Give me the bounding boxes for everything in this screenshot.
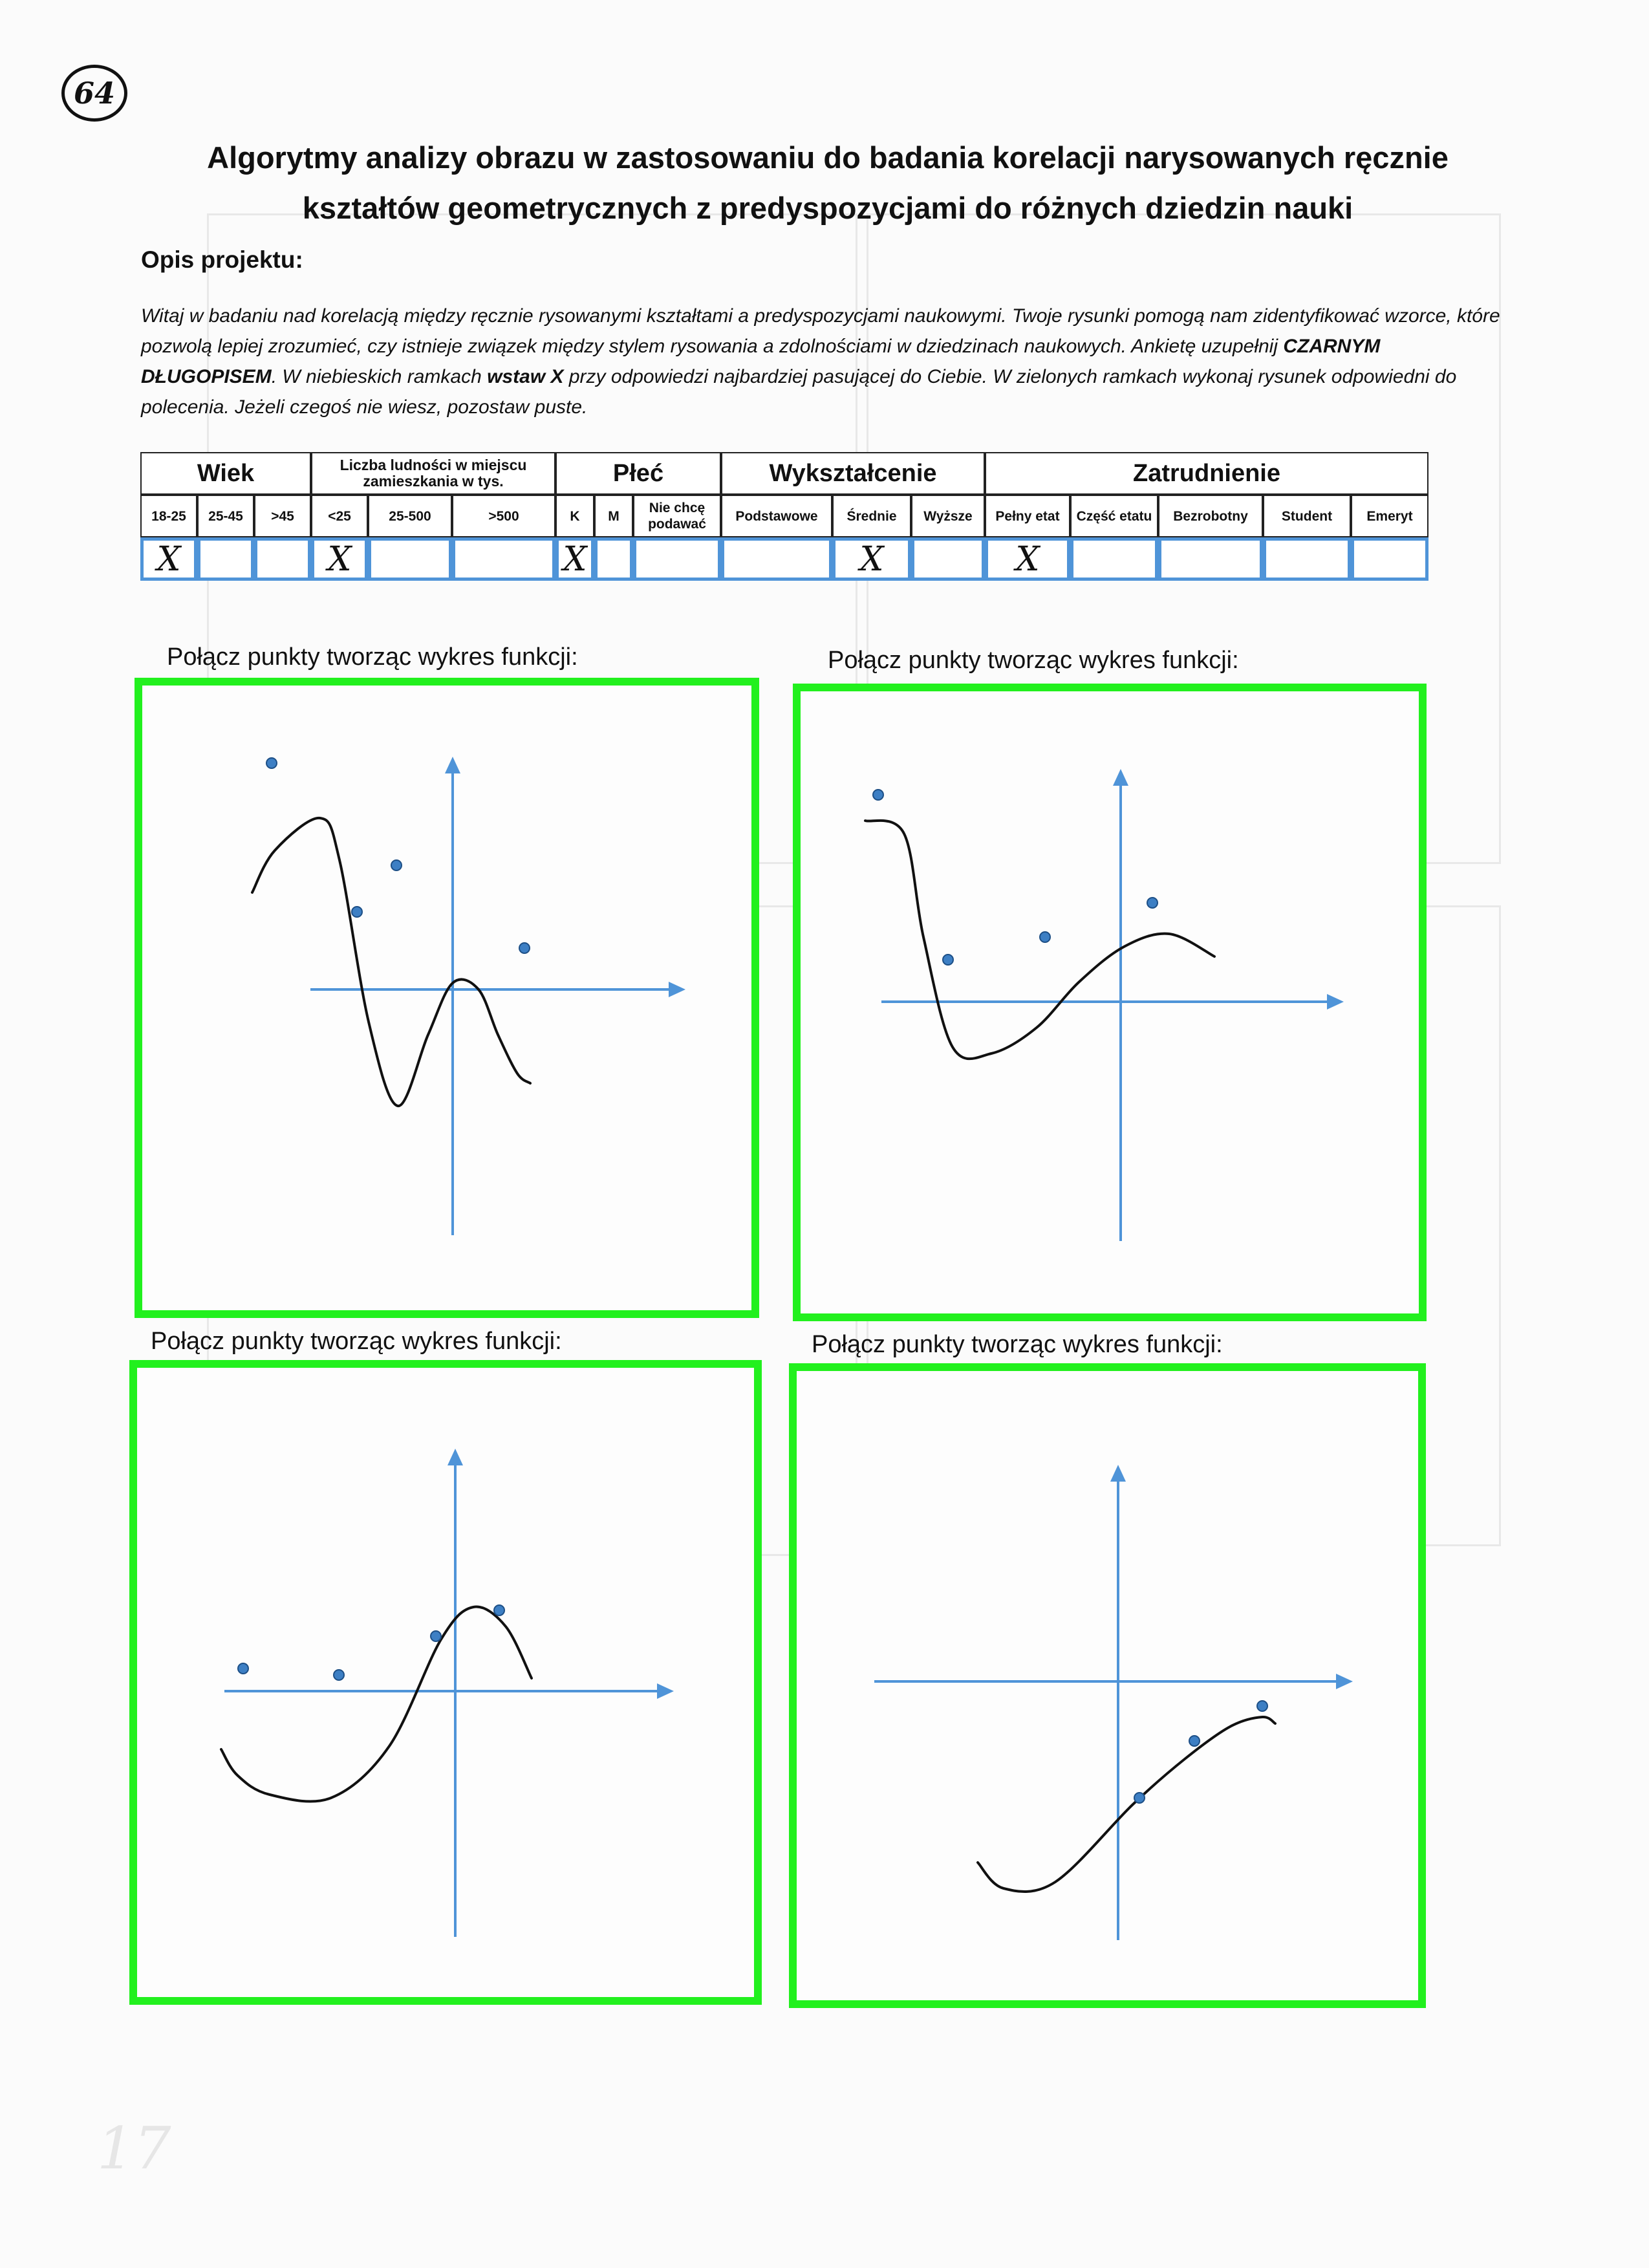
x-axis-arrow xyxy=(657,1683,674,1699)
description-bold-x: wstaw X xyxy=(487,366,564,387)
header-plec: Płeć xyxy=(555,452,721,495)
description-text-2: . W niebieskich ramkach xyxy=(271,366,488,387)
data-point xyxy=(351,906,363,918)
page-number-text: 64 xyxy=(73,76,115,111)
data-point xyxy=(1256,1700,1268,1712)
answer-pop-under-25[interactable]: X xyxy=(311,537,368,581)
section-label: Opis projektu: xyxy=(141,246,303,273)
answer-sex-m[interactable] xyxy=(594,537,633,581)
header-zatrudnienie: Zatrudnienie xyxy=(985,452,1428,495)
prompt-bottom-left: Połącz punkty tworząc wykres funkcji: xyxy=(151,1328,562,1355)
data-point xyxy=(942,954,954,966)
option-job-unemployed: Bezrobotny xyxy=(1158,495,1263,537)
answer-age-18-25[interactable]: X xyxy=(140,537,197,581)
answer-job-fulltime[interactable]: X xyxy=(985,537,1070,581)
prompt-bottom-right: Połącz punkty tworząc wykres funkcji: xyxy=(812,1331,1223,1358)
data-point xyxy=(1134,1792,1145,1804)
data-point xyxy=(1039,931,1051,943)
option-pop-over-500: >500 xyxy=(452,495,555,537)
answer-job-unemployed[interactable] xyxy=(1158,537,1263,581)
answer-age-45-plus[interactable] xyxy=(254,537,311,581)
faint-page-number: 17 xyxy=(97,2115,171,2183)
answer-job-retired[interactable] xyxy=(1351,537,1428,581)
prompt-top-right: Połącz punkty tworząc wykres funkcji: xyxy=(828,647,1239,674)
answer-edu-higher[interactable] xyxy=(911,537,985,581)
x-axis-arrow xyxy=(1327,994,1344,1010)
drawing-panel-top-left[interactable] xyxy=(135,678,759,1318)
data-point xyxy=(266,757,277,769)
data-point xyxy=(237,1663,249,1674)
description-text-1: Witaj w badaniu nad korelacją między ręc… xyxy=(141,305,1500,357)
option-age-45-plus: >45 xyxy=(254,495,311,537)
answer-pop-over-500[interactable] xyxy=(452,537,555,581)
description-bold-pen: CZARNYM DŁUGOPISEM xyxy=(141,336,1381,387)
answer-pop-25-500[interactable] xyxy=(368,537,452,581)
header-wyksztalcenie: Wykształcenie xyxy=(721,452,985,495)
project-description: Witaj w badaniu nad korelacją między ręc… xyxy=(141,301,1518,422)
y-axis-arrow xyxy=(1113,769,1128,786)
page-number-badge: 64 xyxy=(61,65,127,122)
answer-sex-k[interactable]: X xyxy=(555,537,594,581)
option-job-fulltime: Pełny etat xyxy=(985,495,1070,537)
y-axis-arrow xyxy=(445,757,460,773)
title-line-1: Algorytmy analizy obrazu w zastosowaniu … xyxy=(207,140,1449,175)
data-point xyxy=(493,1604,505,1616)
function-plot-top-left[interactable] xyxy=(142,686,751,1310)
option-edu-secondary: Średnie xyxy=(832,495,911,537)
answer-sex-undisclosed[interactable] xyxy=(633,537,721,581)
data-point xyxy=(333,1669,345,1681)
drawing-panel-bottom-left[interactable] xyxy=(129,1360,762,2005)
hand-drawn-curve xyxy=(976,1715,1277,1893)
option-sex-m: M xyxy=(594,495,633,537)
answer-age-25-45[interactable] xyxy=(197,537,254,581)
hand-drawn-curve xyxy=(251,816,532,1107)
data-point xyxy=(519,942,530,954)
title-line-2: kształtów geometrycznych z predyspozycja… xyxy=(302,191,1353,225)
demographics-table: Wiek Liczba ludności w miejscu zamieszka… xyxy=(140,452,1428,581)
hand-drawn-curve xyxy=(220,1605,533,1803)
answer-edu-secondary[interactable]: X xyxy=(832,537,911,581)
x-axis-arrow xyxy=(669,982,685,997)
y-axis-arrow xyxy=(447,1449,463,1465)
data-point xyxy=(391,859,402,871)
option-age-25-45: 25-45 xyxy=(197,495,254,537)
page-title: Algorytmy analizy obrazu w zastosowaniu … xyxy=(116,133,1539,233)
drawing-panel-top-right[interactable] xyxy=(793,684,1427,1321)
prompt-top-left: Połącz punkty tworząc wykres funkcji: xyxy=(167,643,578,671)
answer-job-parttime[interactable] xyxy=(1070,537,1158,581)
data-point xyxy=(1147,897,1158,909)
option-pop-under-25: <25 xyxy=(311,495,368,537)
drawing-panel-bottom-right[interactable] xyxy=(789,1363,1426,2008)
header-ludnosc: Liczba ludności w miejscu zamieszkania w… xyxy=(311,452,555,495)
option-job-retired: Emeryt xyxy=(1351,495,1428,537)
description-text-3: przy odpowiedzi najbardziej pasującej do… xyxy=(141,366,1457,418)
option-edu-basic: Podstawowe xyxy=(721,495,832,537)
function-plot-bottom-left[interactable] xyxy=(137,1368,754,1997)
data-point xyxy=(430,1630,442,1642)
option-job-student: Student xyxy=(1263,495,1351,537)
option-pop-25-500: 25-500 xyxy=(368,495,452,537)
data-point xyxy=(1189,1735,1200,1747)
option-job-parttime: Część etatu xyxy=(1070,495,1158,537)
data-point xyxy=(872,789,884,801)
header-wiek: Wiek xyxy=(140,452,311,495)
hand-drawn-curve xyxy=(864,819,1216,1061)
answer-job-student[interactable] xyxy=(1263,537,1351,581)
option-edu-higher: Wyższe xyxy=(911,495,985,537)
function-plot-top-right[interactable] xyxy=(801,691,1419,1313)
option-age-18-25: 18-25 xyxy=(140,495,197,537)
y-axis-arrow xyxy=(1110,1465,1126,1482)
x-axis-arrow xyxy=(1336,1674,1353,1689)
option-sex-undisclosed: Nie chcę podawać xyxy=(633,495,721,537)
answer-edu-basic[interactable] xyxy=(721,537,832,581)
option-sex-k: K xyxy=(555,495,594,537)
function-plot-bottom-right[interactable] xyxy=(797,1371,1418,2000)
